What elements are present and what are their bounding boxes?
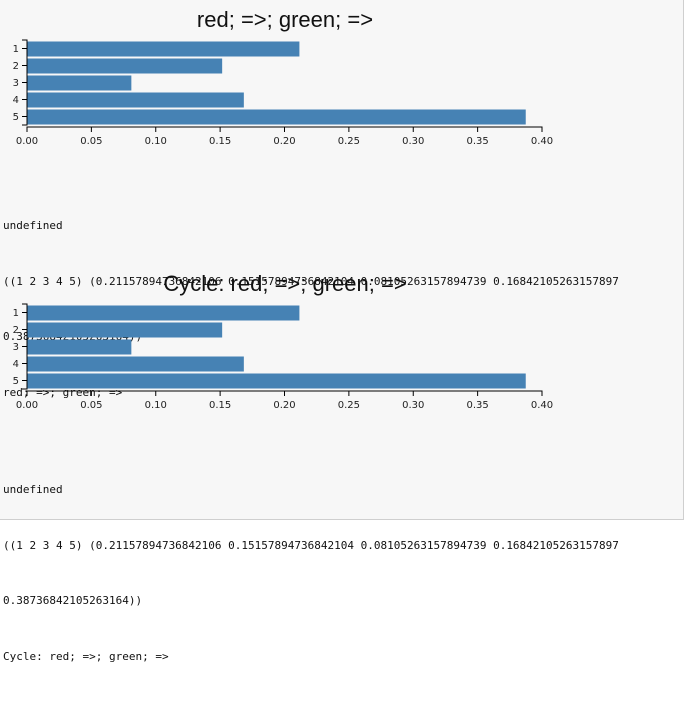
bar-1	[27, 305, 300, 321]
bar-1	[27, 41, 300, 57]
bar-3	[27, 75, 132, 91]
x-tick-label: 0.05	[80, 400, 102, 411]
output-block-2: undefined ((1 2 3 4 5) (0.21157894736842…	[3, 444, 619, 703]
notebook-frame: red; =>; green; => 1 2 3 4 5 0.00 0.05 0.10 0.15 0…	[0, 0, 684, 663]
bar-4	[27, 356, 244, 372]
output-line-data: ((1 2 3 4 5) (0.21157894736842106 0.1515…	[3, 538, 619, 552]
output-line-undefined: undefined	[3, 219, 63, 232]
bar-4	[27, 92, 244, 108]
output-line-data-cont: 0.38736842105263164))	[3, 594, 143, 607]
x-tick-label: 0.20	[273, 136, 295, 147]
y-tick-label: 5	[13, 112, 19, 123]
y-tick-label: 2	[13, 61, 19, 72]
bar-chart-1: red; =>; green; => 1 2 3 4 5 0.00 0.05 0.10 0.15 0…	[13, 7, 554, 147]
y-tick-label: 4	[13, 95, 19, 106]
y-tick-label: 1	[13, 44, 19, 55]
y-tick-label: 2	[13, 325, 19, 336]
bar-5	[27, 373, 526, 389]
bar-2	[27, 322, 223, 338]
x-tick-label: 0.40	[531, 136, 553, 147]
chart-panel-2: Cycle: red; =>; green; => 1 2 3 4 5 0.00 0.05 0.…	[0, 264, 684, 444]
x-tick-label: 0.10	[145, 136, 167, 147]
bar-2	[27, 58, 223, 74]
y-tick-label: 1	[13, 308, 19, 319]
chart-panel-1: red; =>; green; => 1 2 3 4 5 0.00 0.05 0.10 0.15 0…	[0, 0, 684, 180]
x-tick-label: 0.25	[338, 136, 360, 147]
x-tick-label: 0.00	[16, 400, 38, 411]
x-tick-label: 0.40	[531, 400, 553, 411]
x-tick-label: 0.25	[338, 400, 360, 411]
y-tick-label: 3	[13, 78, 19, 89]
x-tick-label: 0.35	[466, 400, 488, 411]
y-tick-label: 4	[13, 359, 19, 370]
output-line-title: Cycle: red; =>; green; =>	[3, 649, 169, 663]
x-tick-label: 0.20	[273, 400, 295, 411]
output-line-undefined: undefined	[3, 483, 63, 496]
bar-chart-2: Cycle: red; =>; green; => 1 2 3 4 5 0.00 0.05 0.…	[13, 271, 554, 411]
bar-3	[27, 339, 132, 355]
x-tick-label: 0.15	[209, 136, 231, 147]
output-line-data: ((1 2 3 4 5) (0.21157894736842106 0.1515…	[3, 274, 619, 288]
chart-title: red; =>; green; =>	[197, 7, 373, 32]
x-tick-label: 0.10	[145, 400, 167, 411]
x-tick-label: 0.00	[16, 136, 38, 147]
bar-5	[27, 109, 526, 125]
x-tick-label: 0.30	[402, 400, 424, 411]
x-tick-label: 0.30	[402, 136, 424, 147]
y-tick-label: 5	[13, 376, 19, 387]
y-tick-label: 3	[13, 342, 19, 353]
x-tick-label: 0.15	[209, 400, 231, 411]
chart-title: Cycle: red; =>; green; =>	[163, 271, 406, 296]
x-tick-label: 0.35	[466, 136, 488, 147]
x-tick-label: 0.05	[80, 136, 102, 147]
